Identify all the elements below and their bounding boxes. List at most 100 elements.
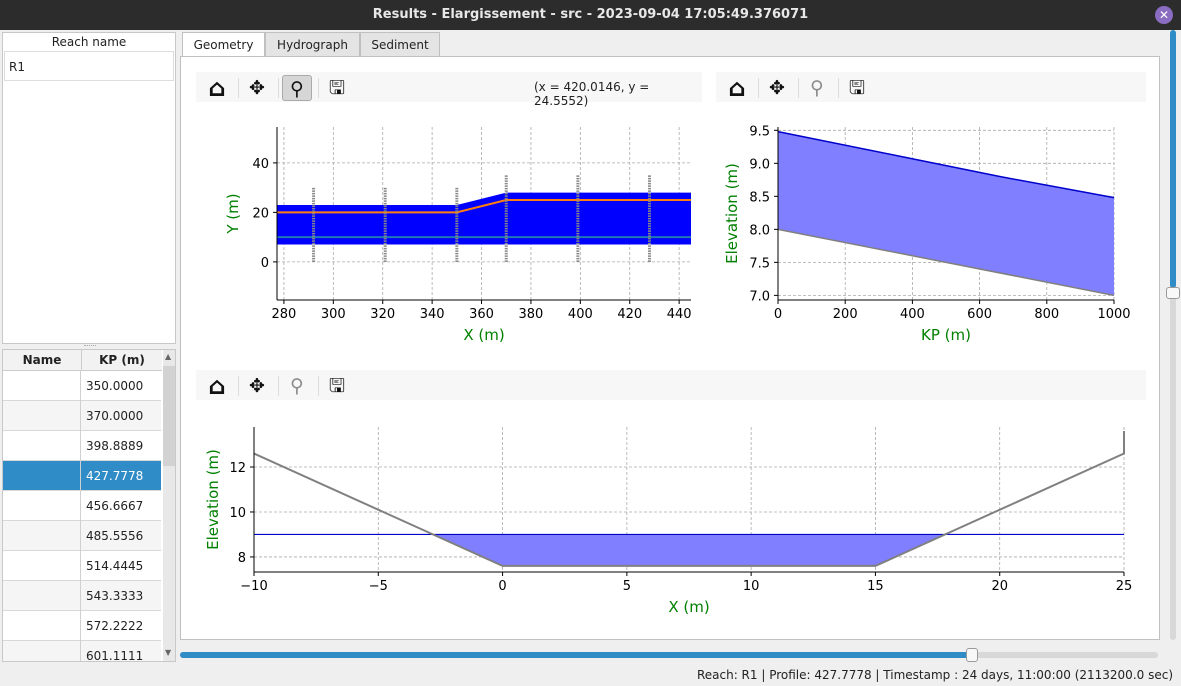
vertical-slider-handle[interactable] bbox=[1166, 287, 1180, 299]
splitter-handle[interactable] bbox=[84, 345, 96, 347]
x-tick-label: 5 bbox=[623, 579, 631, 594]
y-tick-label: 10 bbox=[229, 506, 246, 521]
cell-kp[interactable]: 601.1111 bbox=[86, 649, 144, 662]
cell-kp[interactable]: 398.8889 bbox=[86, 439, 144, 453]
scroll-up-icon[interactable]: ▲ bbox=[165, 352, 172, 361]
y-tick-label: 0 bbox=[261, 256, 269, 271]
table-row[interactable]: 370.0000 bbox=[3, 401, 161, 431]
y-axis-label: Y (m) bbox=[224, 193, 242, 234]
x-tick-label: 380 bbox=[519, 307, 544, 322]
x-tick-label: 280 bbox=[272, 307, 297, 322]
reach-item[interactable]: R1 bbox=[4, 51, 174, 81]
table-scrollbar[interactable]: ▲ ▼ bbox=[163, 350, 175, 661]
table-row[interactable]: 485.5556 bbox=[3, 521, 161, 551]
slider-handle[interactable] bbox=[966, 648, 979, 662]
pan-icon[interactable]: ✥ bbox=[769, 77, 785, 99]
y-tick-label: 12 bbox=[229, 461, 246, 476]
toolbar-separator bbox=[238, 376, 239, 396]
close-icon[interactable]: ✕ bbox=[1155, 6, 1173, 24]
x-tick-label: 340 bbox=[420, 307, 445, 322]
water-section-area bbox=[432, 534, 946, 566]
cell-kp[interactable]: 572.2222 bbox=[86, 619, 144, 633]
y-tick-label: 7.0 bbox=[749, 289, 770, 304]
zoom-icon[interactable]: ⚲ bbox=[290, 375, 304, 397]
table-row[interactable]: 543.3333 bbox=[3, 581, 161, 611]
tab-hydrograph[interactable]: Hydrograph bbox=[265, 32, 360, 57]
column-header-kp[interactable]: KP (m) bbox=[82, 350, 162, 371]
home-icon[interactable]: ⌂ bbox=[208, 372, 226, 400]
pan-icon[interactable]: ✥ bbox=[249, 77, 265, 99]
toolbar-separator bbox=[798, 78, 799, 98]
timestamp-slider[interactable] bbox=[180, 648, 1158, 662]
table-row[interactable]: 350.0000 bbox=[3, 371, 161, 401]
reach-list: Reach name R1 bbox=[2, 32, 176, 344]
home-icon[interactable]: ⌂ bbox=[728, 74, 746, 102]
toolbar-section-plot: ⌂ ✥ ⚲ 🖫 bbox=[196, 370, 1146, 400]
cell-kp[interactable]: 456.6667 bbox=[86, 499, 144, 513]
cross-section-chart[interactable]: −10 −5 0 5 10 15 20 25 8 10 12 X (m) Elevation (m) bbox=[190, 410, 1148, 632]
save-icon[interactable]: 🖫 bbox=[848, 77, 866, 99]
x-tick-label: 300 bbox=[321, 307, 346, 322]
longitudinal-chart[interactable]: 0 200 400 600 800 1000 7.0 7.5 8.0 8.5 9.0 9.5 KP (m… bbox=[710, 112, 1148, 360]
x-tick-label: 1000 bbox=[1097, 307, 1130, 322]
cell-name[interactable] bbox=[3, 551, 81, 581]
y-tick-label: 8.5 bbox=[749, 190, 770, 205]
cell-kp[interactable]: 370.0000 bbox=[86, 409, 144, 423]
zoom-icon[interactable]: ⚲ bbox=[282, 75, 312, 101]
cell-kp[interactable]: 427.7778 bbox=[86, 469, 144, 483]
y-tick-label: 9.0 bbox=[749, 157, 770, 172]
bed-line bbox=[777, 228, 1115, 297]
zoom-icon[interactable]: ⚲ bbox=[810, 77, 824, 99]
toolbar-separator bbox=[278, 78, 279, 98]
toolbar-xy-plot: (x = 420.0146, y = 24.5552) ⌂ ✥ ⚲ 🖫 bbox=[196, 72, 702, 108]
pan-icon[interactable]: ✥ bbox=[249, 375, 265, 397]
save-icon[interactable]: 🖫 bbox=[328, 77, 346, 99]
cell-kp[interactable]: 514.4445 bbox=[86, 559, 144, 573]
toolbar-separator bbox=[278, 376, 279, 396]
x-tick-label: −5 bbox=[369, 579, 388, 594]
scroll-down-icon[interactable]: ▼ bbox=[165, 648, 172, 657]
cell-name[interactable] bbox=[3, 521, 81, 551]
cell-kp[interactable]: 543.3333 bbox=[86, 589, 144, 603]
cell-name[interactable] bbox=[3, 581, 81, 611]
y-tick-label: 8.0 bbox=[749, 223, 770, 238]
status-bar: Reach: R1 | Profile: 427.7778 | Timestam… bbox=[696, 668, 1173, 682]
x-tick-label: 800 bbox=[1034, 307, 1059, 322]
save-icon[interactable]: 🖫 bbox=[328, 375, 346, 397]
cell-name[interactable] bbox=[3, 491, 81, 521]
x-axis-label: KP (m) bbox=[921, 326, 971, 344]
toolbar-separator bbox=[318, 78, 319, 98]
table-row[interactable]: 572.2222 bbox=[3, 611, 161, 641]
y-tick-label: 40 bbox=[252, 157, 269, 172]
tab-geometry[interactable]: Geometry bbox=[182, 32, 265, 58]
x-tick-label: 320 bbox=[370, 307, 395, 322]
cell-kp[interactable]: 485.5556 bbox=[86, 529, 144, 543]
x-axis-label: X (m) bbox=[463, 326, 504, 344]
x-tick-label: 600 bbox=[967, 307, 992, 322]
table-row[interactable]: 601.1111 bbox=[3, 641, 161, 662]
planform-chart[interactable]: 280 300 320 340 360 380 400 420 440 0 20 40 X (m) Y (… bbox=[190, 112, 706, 360]
cell-name[interactable] bbox=[3, 431, 81, 461]
home-icon[interactable]: ⌂ bbox=[208, 74, 226, 102]
vertical-slider-fill bbox=[1170, 30, 1176, 288]
table-row[interactable]: 456.6667 bbox=[3, 491, 161, 521]
water-level-line bbox=[777, 130, 1115, 199]
vertical-slider[interactable] bbox=[1166, 30, 1180, 640]
cell-name[interactable] bbox=[3, 641, 81, 661]
table-row[interactable]: 427.7778 bbox=[3, 461, 161, 491]
table-row[interactable]: 514.4445 bbox=[3, 551, 161, 581]
x-tick-label: 440 bbox=[667, 307, 692, 322]
cell-name[interactable] bbox=[3, 401, 81, 431]
column-header-name[interactable]: Name bbox=[3, 350, 82, 371]
y-tick-label: 7.5 bbox=[749, 256, 770, 271]
profile-table: Name KP (m) 350.0000 370.0000 398.8889 427.… bbox=[2, 349, 176, 662]
water-surface-area bbox=[277, 192, 691, 245]
cell-name[interactable] bbox=[3, 461, 81, 491]
scrollbar-thumb[interactable] bbox=[163, 366, 175, 466]
cell-kp[interactable]: 350.0000 bbox=[86, 379, 144, 393]
tab-sediment[interactable]: Sediment bbox=[360, 32, 440, 57]
y-tick-label: 20 bbox=[252, 206, 269, 221]
cell-name[interactable] bbox=[3, 371, 81, 401]
cell-name[interactable] bbox=[3, 611, 81, 641]
table-row[interactable]: 398.8889 bbox=[3, 431, 161, 461]
